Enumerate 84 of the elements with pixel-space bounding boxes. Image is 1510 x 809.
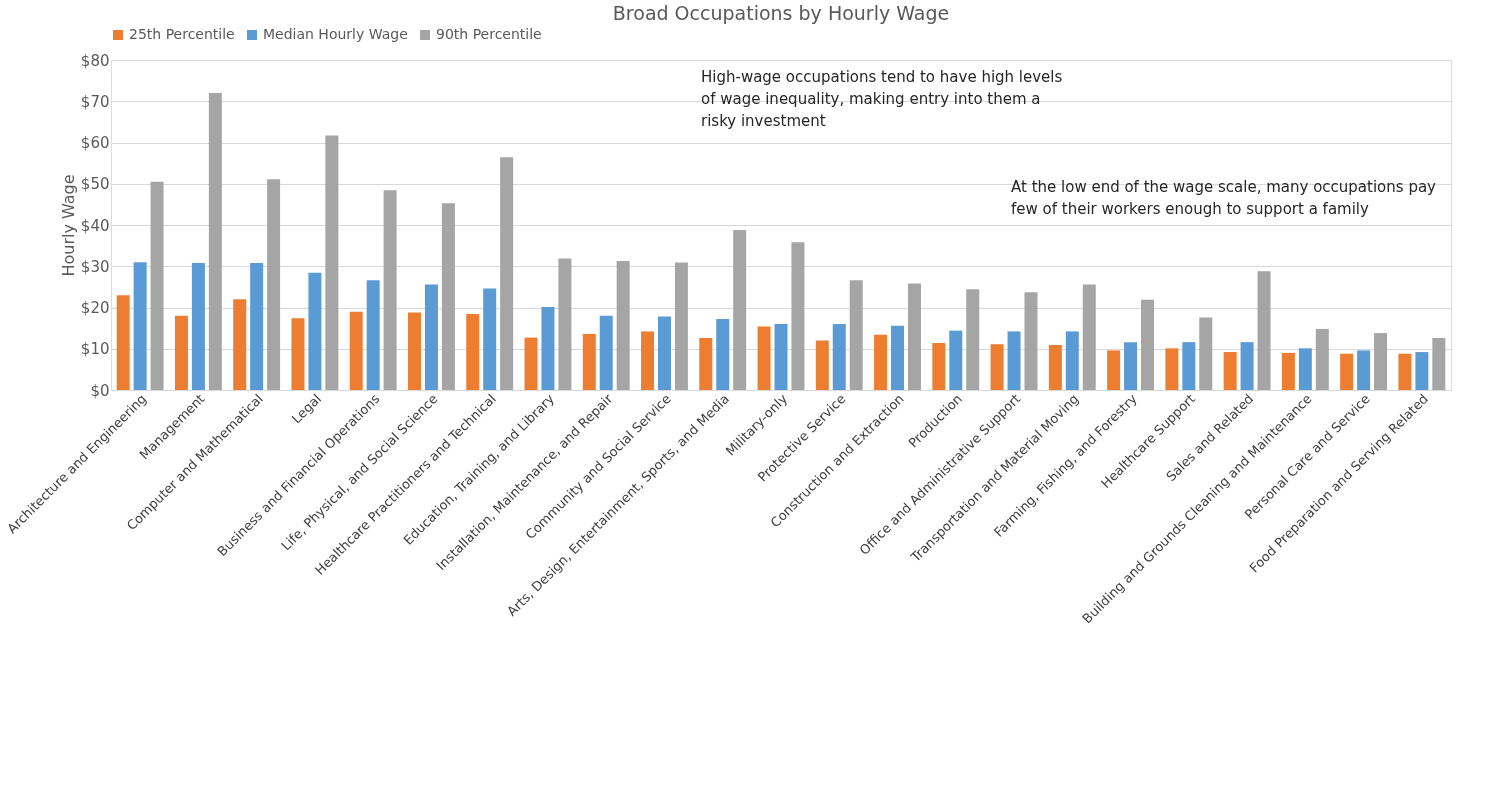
bar (874, 334, 888, 390)
y-tick-label: $80 (80, 51, 110, 70)
annotation: High-wage occupations tend to have high levels of wage inequality, making entry into them a risky investment (701, 68, 1063, 130)
bar (1082, 284, 1096, 390)
bar (150, 181, 164, 390)
bar (716, 319, 730, 390)
bar (1007, 331, 1021, 390)
bar (191, 262, 205, 390)
legend-label: 25th Percentile (129, 26, 235, 42)
bar (366, 280, 380, 390)
bar (699, 338, 713, 390)
bar (349, 311, 363, 390)
chart-title: Broad Occupations by Hourly Wage (612, 2, 950, 24)
bar (383, 190, 397, 390)
bar (932, 342, 946, 390)
bar (1357, 350, 1371, 390)
bar (174, 315, 188, 390)
bar (1048, 345, 1062, 390)
bar (832, 324, 846, 390)
bar (582, 333, 596, 390)
bar (599, 315, 613, 390)
bar (757, 326, 771, 390)
annotation: At the low end of the wage scale, many occupations pay few of their workers enough to support a family (1011, 178, 1437, 218)
y-tick-label: $40 (80, 216, 110, 235)
bar (1240, 342, 1254, 390)
bar (441, 203, 455, 390)
bar (1024, 292, 1038, 390)
bar (466, 314, 480, 390)
bar (1141, 299, 1155, 390)
bar (133, 262, 147, 390)
bar (267, 179, 281, 390)
bar (774, 324, 788, 390)
bar (1223, 352, 1237, 390)
bar (116, 295, 130, 390)
y-tick-label: $60 (80, 134, 110, 152)
bar (308, 272, 322, 390)
bar (291, 318, 305, 390)
bar (815, 340, 829, 390)
bar (1398, 353, 1412, 390)
bar (1432, 338, 1446, 390)
bar (891, 325, 905, 390)
bar (407, 312, 421, 390)
bar (1340, 353, 1354, 390)
bar (1374, 333, 1388, 390)
bar (657, 316, 671, 390)
bar (1065, 331, 1079, 390)
bar (524, 337, 538, 390)
bar (1415, 352, 1429, 390)
y-axis-title: Hourly Wage (58, 174, 78, 277)
bar (424, 284, 438, 390)
bar (1281, 352, 1295, 390)
bar (849, 280, 863, 390)
bar (791, 242, 805, 390)
bar (1182, 342, 1196, 390)
bar (641, 331, 655, 390)
legend-label: Median Hourly Wage (263, 26, 408, 42)
bar (1199, 317, 1213, 390)
bar (541, 307, 555, 390)
bar (949, 330, 963, 390)
bar (233, 299, 247, 390)
bar (907, 283, 921, 390)
bar (325, 135, 339, 390)
bar (1298, 348, 1312, 390)
legend-label: 90th Percentile (436, 26, 542, 42)
y-tick-label: $10 (80, 340, 110, 359)
bar (1315, 328, 1329, 390)
y-tick-label: $20 (80, 299, 110, 317)
bar (1124, 342, 1138, 390)
bar (990, 344, 1004, 390)
bar (674, 262, 688, 390)
bar (483, 288, 497, 390)
bar (500, 157, 514, 390)
bar (1165, 348, 1179, 390)
bar (208, 93, 222, 390)
bar (1107, 350, 1121, 390)
bar (1257, 271, 1271, 390)
y-tick-label: $70 (80, 92, 110, 111)
bar (616, 260, 630, 390)
bar (558, 258, 572, 390)
bar (250, 262, 264, 390)
bar (966, 289, 980, 390)
y-tick-label: $50 (80, 175, 110, 194)
y-tick-label: $30 (80, 257, 110, 276)
bar (733, 229, 747, 390)
